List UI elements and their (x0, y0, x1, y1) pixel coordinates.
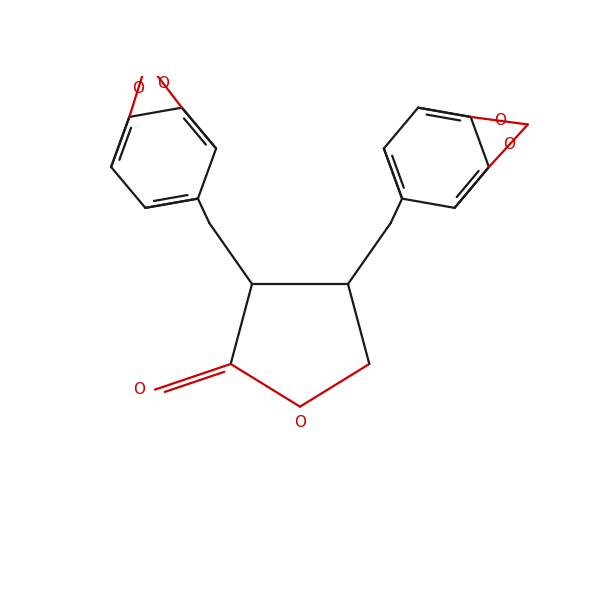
Text: O: O (158, 76, 170, 91)
Text: O: O (503, 137, 515, 152)
Text: O: O (494, 113, 506, 128)
Text: O: O (133, 81, 145, 96)
Text: O: O (133, 382, 145, 397)
Text: O: O (294, 415, 306, 430)
